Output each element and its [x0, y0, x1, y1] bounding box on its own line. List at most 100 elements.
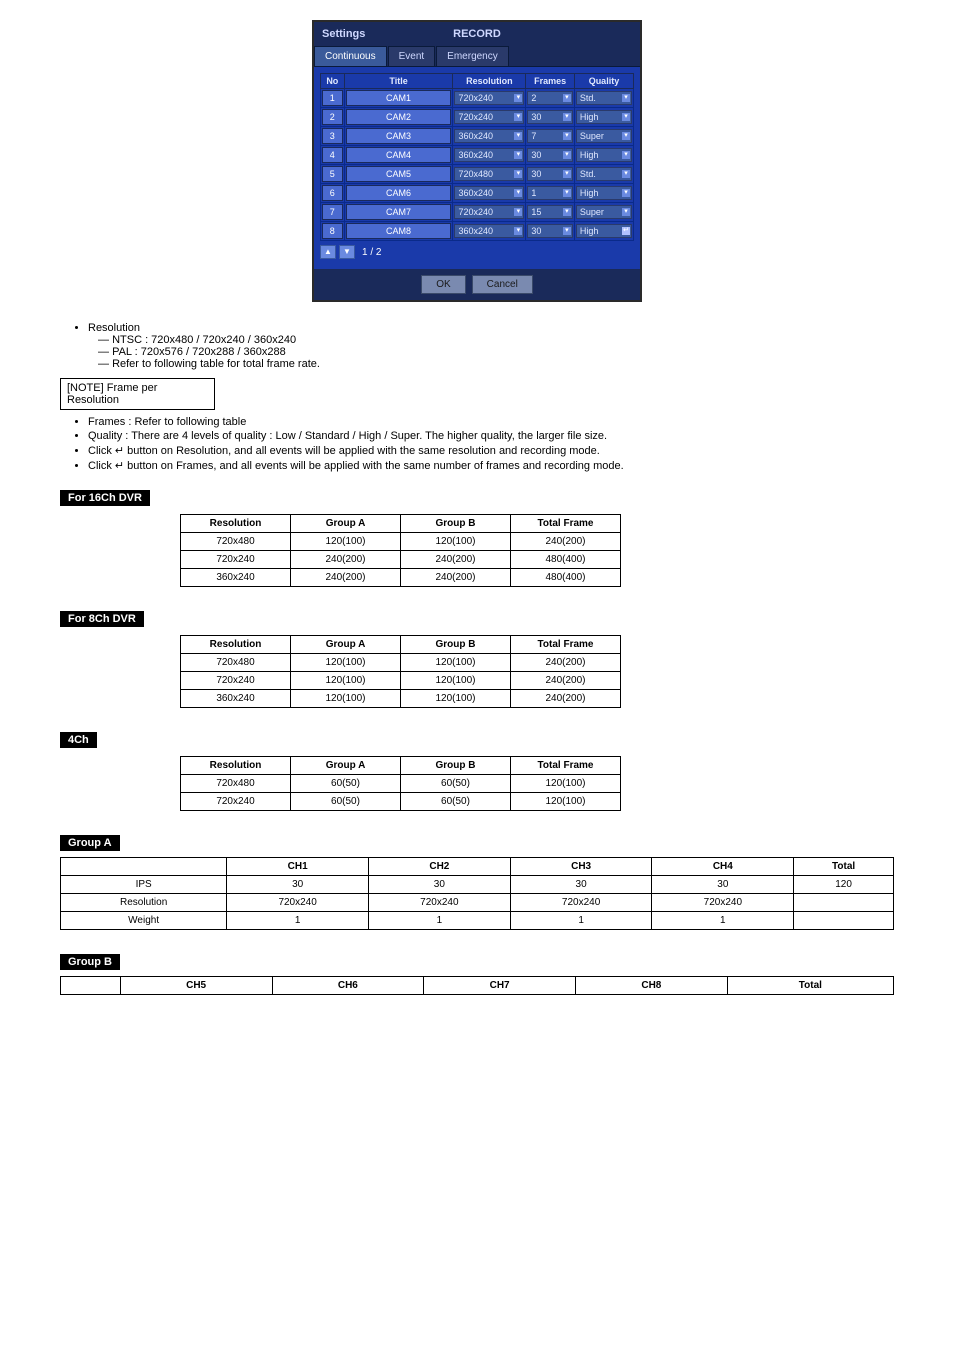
row-no: 5 [322, 166, 343, 182]
quality-select[interactable]: High▾ [576, 148, 632, 162]
row-no: 8 [322, 223, 343, 239]
resolution-select[interactable]: 360x240▾ [454, 129, 524, 143]
frames-select[interactable]: 1▾ [527, 186, 573, 200]
settings-screenshot-figure: Settings RECORD Continuous Event Emergen… [60, 20, 894, 302]
table-cell: 120(100) [291, 654, 401, 672]
table-cell: 120(100) [401, 690, 511, 708]
ok-button[interactable]: OK [421, 275, 465, 294]
row-no: 2 [322, 109, 343, 125]
cancel-button[interactable]: Cancel [472, 275, 533, 294]
table-cell: 60(50) [291, 775, 401, 793]
col-title: Title [344, 74, 453, 89]
table-cell [794, 912, 894, 930]
table-group-a: CH1CH2CH3CH4Total IPS30303030120Resoluti… [60, 857, 894, 930]
quality-select[interactable]: High▾ [576, 186, 632, 200]
record-title: RECORD [392, 28, 562, 40]
page-down-button[interactable]: ▼ [339, 245, 355, 259]
bullet-enter2: Click ↵ button on Frames, and all events… [88, 460, 624, 472]
tab-continuous[interactable]: Continuous [314, 46, 387, 66]
settings-panel: Settings RECORD Continuous Event Emergen… [312, 20, 642, 302]
table-cell: 720x240 [227, 894, 369, 912]
resolution-select[interactable]: 720x240▾ [454, 205, 524, 219]
resolution-select[interactable]: 720x240▾ [454, 91, 524, 105]
table-cell: 60(50) [401, 775, 511, 793]
table-cell: 720x480 [181, 654, 291, 672]
table-cell: 720x480 [181, 533, 291, 551]
table-header [61, 858, 227, 876]
table-cell: 30 [227, 876, 369, 894]
table-cell: 360x240 [181, 569, 291, 587]
page-up-button[interactable]: ▲ [320, 245, 336, 259]
col-no: No [321, 74, 345, 89]
row-title: CAM8 [346, 223, 452, 239]
row-no: 1 [322, 90, 343, 106]
frames-select[interactable]: 2▾ [527, 91, 573, 105]
table-cell: 30 [510, 876, 652, 894]
table-4ch: ResolutionGroup AGroup BTotal Frame 720x… [180, 756, 621, 811]
table-cell: 720x240 [181, 793, 291, 811]
quality-select[interactable]: Super▾ [576, 205, 632, 219]
chevron-down-icon: ▾ [562, 226, 572, 236]
table-cell: 30 [652, 876, 794, 894]
table-cell: 240(200) [511, 690, 621, 708]
frames-select[interactable]: 7▾ [527, 129, 573, 143]
row-no: 6 [322, 185, 343, 201]
table-cell: 1 [510, 912, 652, 930]
row-no: 7 [322, 204, 343, 220]
table-header: Resolution [181, 515, 291, 533]
table-cell: 720x240 [652, 894, 794, 912]
resolution-select[interactable]: 360x240▾ [454, 186, 524, 200]
table-cell: 30 [369, 876, 511, 894]
quality-select[interactable]: High▾ [576, 110, 632, 124]
table-cell: 120(100) [401, 654, 511, 672]
table-header: CH6 [272, 977, 424, 995]
table-header: CH1 [227, 858, 369, 876]
frames-select[interactable]: 30▾ [527, 148, 573, 162]
tab-emergency[interactable]: Emergency [436, 46, 509, 66]
table-cell: 1 [652, 912, 794, 930]
table-cell: 360x240 [181, 690, 291, 708]
page-indicator: 1 / 2 [362, 247, 381, 258]
resolution-bullets: Resolution NTSC : 720x480 / 720x240 / 36… [60, 322, 894, 370]
resolution-select[interactable]: 720x480▾ [454, 167, 524, 181]
table-group-b: CH5CH6CH7CH8Total [60, 976, 894, 995]
frames-select[interactable]: 30▾ [527, 110, 573, 124]
frames-select[interactable]: 30▾ [527, 167, 573, 181]
resolution-select[interactable]: 360x240▾ [454, 224, 524, 238]
frames-select[interactable]: 15▾ [527, 205, 573, 219]
chevron-down-icon: ▾ [562, 207, 572, 217]
table-cell: 1 [227, 912, 369, 930]
table-header: Group B [401, 515, 511, 533]
quality-select[interactable]: Std.▾ [576, 91, 632, 105]
quality-select[interactable]: Std.▾ [576, 167, 632, 181]
resolution-select[interactable]: 720x240▾ [454, 110, 524, 124]
table-cell: 240(200) [401, 569, 511, 587]
col-quality: Quality [574, 74, 633, 89]
note-box: [NOTE] Frame per Resolution [60, 378, 215, 410]
row-title: CAM7 [346, 204, 452, 220]
chevron-down-icon: ▾ [513, 226, 523, 236]
frames-select[interactable]: 30▾ [527, 224, 573, 238]
quality-select[interactable]: Super▾ [576, 129, 632, 143]
table-header: CH2 [369, 858, 511, 876]
resolution-select[interactable]: 360x240▾ [454, 148, 524, 162]
chevron-down-icon: ▾ [562, 93, 572, 103]
table-cell: 120(100) [291, 690, 401, 708]
table-cell: 1 [369, 912, 511, 930]
table-cell: 240(200) [291, 551, 401, 569]
label-8ch: For 8Ch DVR [60, 611, 144, 627]
chevron-down-icon: ▾ [513, 150, 523, 160]
table-header [61, 977, 121, 995]
pager: ▲ ▼ 1 / 2 [320, 241, 634, 263]
quality-select[interactable]: High↵ [576, 224, 632, 238]
col-resolution: Resolution [453, 74, 526, 89]
table-cell: 120(100) [511, 775, 621, 793]
label-4ch: 4Ch [60, 732, 97, 748]
table-cell: 720x480 [181, 775, 291, 793]
tab-event[interactable]: Event [388, 46, 436, 66]
chevron-down-icon: ▾ [513, 131, 523, 141]
table-8ch: ResolutionGroup AGroup BTotal Frame 720x… [180, 635, 621, 708]
table-cell: 120(100) [511, 793, 621, 811]
table-cell: 240(200) [511, 654, 621, 672]
table-cell: 120(100) [291, 533, 401, 551]
